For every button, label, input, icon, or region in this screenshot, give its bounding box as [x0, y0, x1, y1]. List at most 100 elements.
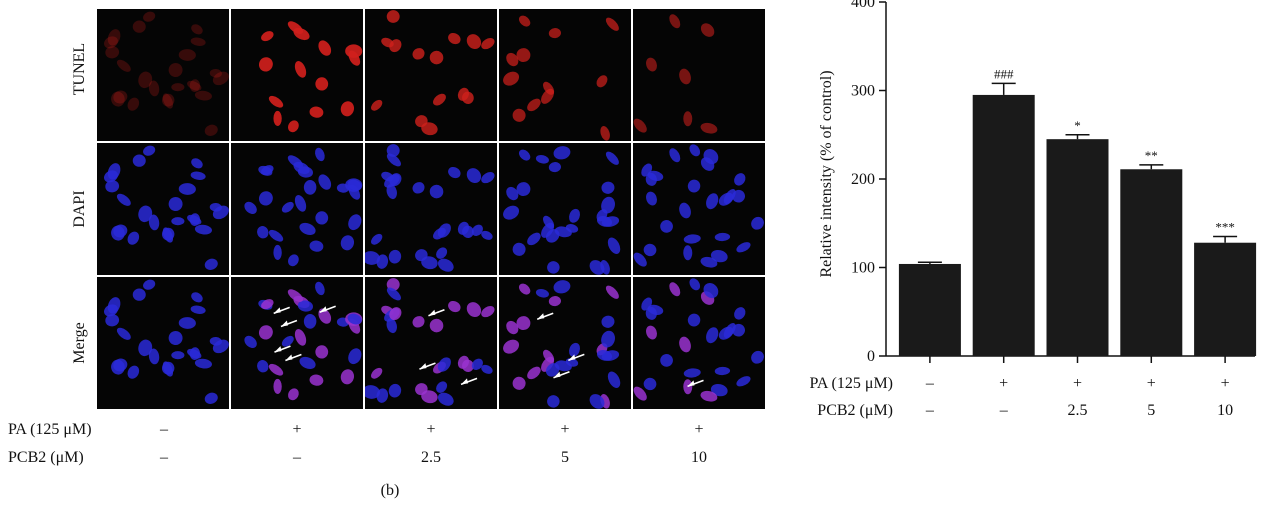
micro-pa-value: +	[560, 421, 570, 438]
nucleus	[288, 120, 299, 133]
chart-pa-value: +	[999, 375, 1008, 392]
nucleus	[281, 201, 294, 213]
chart-pcb2-value: 10	[1217, 402, 1233, 419]
y-tick-label: 0	[867, 348, 875, 365]
micrograph-dapi	[633, 143, 765, 275]
nucleus	[718, 326, 734, 340]
arrow-icon	[419, 362, 436, 370]
micrograph-merge	[231, 277, 363, 409]
nucleus	[687, 313, 701, 327]
nucleus	[600, 126, 610, 141]
nucleus	[633, 386, 647, 401]
micrograph-image	[633, 144, 764, 268]
nucleus	[143, 145, 156, 156]
nucleus	[605, 285, 619, 299]
nucleus	[287, 289, 304, 302]
nucleus	[545, 229, 560, 243]
nucleus	[710, 249, 728, 263]
nucleus	[660, 220, 673, 233]
y-tick-label: 400	[851, 0, 875, 11]
y-tick-label: 200	[851, 171, 875, 188]
nucleus	[303, 179, 317, 195]
nucleus	[194, 224, 212, 235]
nucleus	[347, 179, 362, 191]
nucleus	[462, 359, 474, 373]
nucleus	[448, 166, 461, 179]
arrow-icon	[319, 305, 336, 313]
nucleus	[148, 214, 160, 231]
arrow-icon	[568, 353, 585, 362]
nucleus	[466, 168, 482, 184]
nucleus	[646, 191, 657, 206]
nucleus	[751, 216, 764, 230]
nucleus	[309, 106, 324, 118]
nucleus	[437, 357, 451, 372]
nucleus	[481, 364, 493, 374]
nucleus	[340, 235, 355, 251]
nucleus	[297, 300, 313, 312]
row-label-merge: Merge	[71, 322, 88, 364]
nucleus	[689, 278, 701, 291]
nucleus	[589, 260, 605, 275]
nucleus	[506, 186, 519, 201]
nucleus	[481, 38, 495, 50]
nucleus	[194, 90, 212, 101]
nucleus	[268, 363, 284, 376]
nucleus	[714, 232, 731, 242]
arrow-icon	[428, 309, 445, 317]
nucleus	[268, 95, 284, 108]
nucleus	[104, 36, 118, 49]
arrow-icon	[280, 319, 298, 328]
nucleus	[315, 77, 329, 91]
nucleus	[669, 14, 681, 29]
microscopy-panel	[97, 9, 767, 412]
chart-pa-value: +	[1073, 375, 1082, 392]
nucleus	[437, 392, 454, 406]
chart-pa-value: +	[1221, 375, 1230, 392]
nucleus	[143, 11, 156, 22]
nucleus	[547, 395, 560, 408]
nucleus	[318, 174, 332, 190]
nucleus	[518, 15, 531, 27]
micrograph-merge	[499, 277, 631, 409]
nucleus	[303, 313, 317, 329]
arrow-icon	[460, 377, 478, 386]
nucleus	[309, 240, 324, 252]
micrograph-dapi	[97, 143, 229, 275]
nucleus	[318, 40, 332, 56]
nucleus	[258, 57, 273, 72]
nucleus	[244, 335, 257, 349]
nucleus	[548, 296, 561, 307]
bar	[898, 263, 961, 356]
bar	[972, 94, 1035, 357]
nucleus	[700, 390, 718, 402]
nucleus	[569, 342, 580, 357]
nucleus	[191, 292, 203, 303]
nucleus	[348, 214, 362, 231]
nucleus	[605, 17, 619, 31]
nucleus	[471, 358, 483, 370]
nucleus	[348, 348, 362, 365]
nucleus	[268, 229, 284, 242]
nucleus	[462, 91, 474, 105]
nucleus	[191, 24, 203, 35]
nucleus	[315, 147, 325, 162]
nucleus	[388, 249, 402, 264]
nucleus	[605, 151, 619, 165]
significance-label: *	[1074, 118, 1081, 133]
nucleus	[340, 369, 355, 385]
micro-pa-label: PA (125 μM)	[8, 421, 92, 438]
nucleus	[481, 172, 495, 184]
chart-pcb2-value: –	[925, 402, 935, 419]
nucleus	[171, 217, 185, 226]
nucleus	[548, 28, 561, 39]
nucleus	[148, 348, 160, 365]
bar	[1046, 139, 1109, 356]
nucleus	[386, 10, 400, 23]
nucleus	[148, 80, 160, 97]
nucleus	[116, 327, 131, 340]
nucleus	[191, 158, 203, 169]
nucleus	[734, 307, 746, 320]
micrograph-tunel	[499, 9, 631, 141]
nucleus	[607, 371, 621, 388]
